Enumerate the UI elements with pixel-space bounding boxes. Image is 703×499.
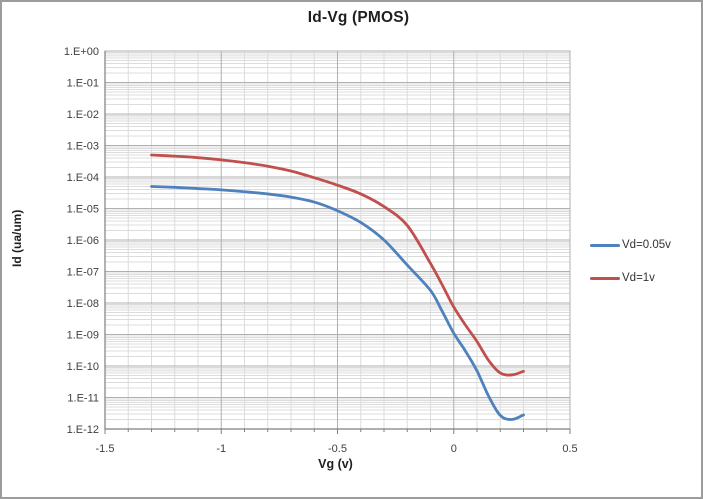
svg-text:-0.5: -0.5 xyxy=(328,443,347,455)
y-axis-title[interactable]: Id (ua/um) xyxy=(10,209,24,267)
svg-text:1.E-03: 1.E-03 xyxy=(67,141,99,153)
legend-line-sample xyxy=(590,276,620,280)
svg-text:1.E+00: 1.E+00 xyxy=(64,46,99,58)
svg-text:-1: -1 xyxy=(216,443,226,455)
legend-item[interactable]: Vd=1v xyxy=(590,268,671,288)
svg-text:1.E-06: 1.E-06 xyxy=(67,235,99,247)
x-axis-title[interactable]: Vg (v) xyxy=(318,457,353,471)
axis-tick-labels[interactable]: 1.E+00 1.E-01 1.E-02 1.E-03 1.E-04 1.E-05 1.E-… xyxy=(64,46,578,455)
svg-text:1.E-09: 1.E-09 xyxy=(67,330,99,342)
legend-label: Vd=0.05v xyxy=(622,239,671,251)
svg-text:1.E-08: 1.E-08 xyxy=(67,298,99,310)
series-line-vd-1v[interactable] xyxy=(150,153,525,377)
axes xyxy=(104,51,571,434)
legend-item[interactable]: Vd=0.05v xyxy=(590,235,671,255)
series-line-vd-0-05v[interactable] xyxy=(150,185,525,421)
svg-text:1.E-07: 1.E-07 xyxy=(67,267,99,279)
legend-label: Vd=1v xyxy=(622,272,655,284)
svg-text:0: 0 xyxy=(451,443,457,455)
svg-text:1.E-11: 1.E-11 xyxy=(67,393,99,405)
svg-text:1.E-05: 1.E-05 xyxy=(67,204,99,216)
svg-text:1.E-10: 1.E-10 xyxy=(67,361,99,373)
svg-text:-1.5: -1.5 xyxy=(96,443,115,455)
svg-text:1.E-04: 1.E-04 xyxy=(67,172,99,184)
chart-title[interactable]: Id-Vg (PMOS) xyxy=(307,9,410,26)
svg-text:1.E-12: 1.E-12 xyxy=(67,424,99,436)
legend[interactable]: Vd=0.05v Vd=1v xyxy=(590,235,671,301)
svg-text:1.E-02: 1.E-02 xyxy=(67,109,99,121)
svg-text:1.E-01: 1.E-01 xyxy=(67,78,99,90)
svg-text:0.5: 0.5 xyxy=(562,443,577,455)
legend-line-sample xyxy=(590,243,620,247)
